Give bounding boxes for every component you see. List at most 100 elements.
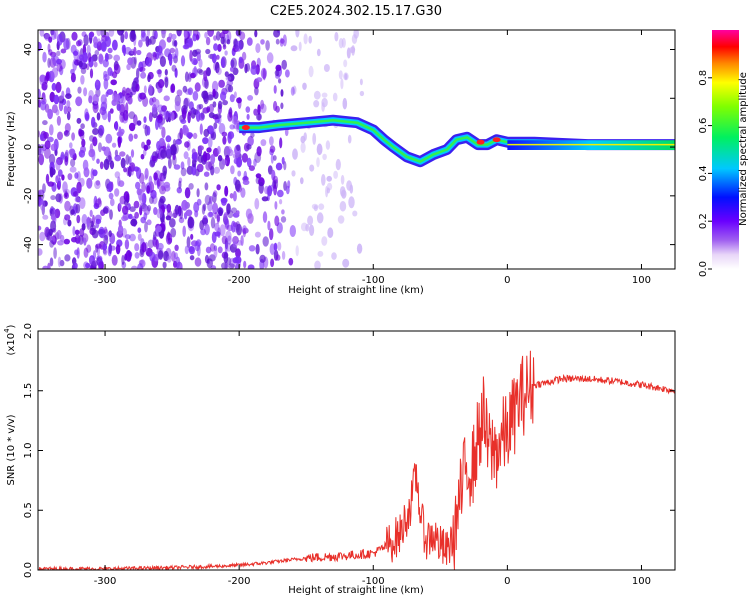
noise-blob	[91, 260, 97, 269]
noise-blob	[288, 257, 294, 266]
noise-blob	[156, 208, 163, 219]
noise-blob	[220, 91, 227, 101]
noise-blob	[95, 79, 100, 86]
noise-blob	[102, 207, 109, 214]
noise-blob	[49, 240, 54, 248]
noise-blob	[100, 94, 107, 105]
noise-blob	[39, 199, 46, 211]
noise-blob	[224, 185, 229, 197]
noise-blob	[147, 74, 151, 83]
noise-blob	[267, 165, 273, 175]
noise-blob	[186, 132, 194, 139]
noise-blob	[171, 64, 177, 72]
noise-blob	[103, 234, 109, 246]
noise-blob	[253, 158, 257, 167]
noise-blob	[241, 51, 247, 61]
noise-blob	[146, 125, 151, 136]
noise-blob	[166, 255, 172, 263]
noise-blob	[191, 152, 198, 159]
noise-blob	[80, 131, 85, 141]
noise-blob	[346, 180, 352, 191]
noise-blob	[83, 237, 87, 246]
noise-blob	[144, 221, 148, 233]
noise-blob	[274, 69, 280, 77]
noise-blob	[173, 164, 181, 170]
noise-blob	[269, 145, 276, 153]
noise-blob	[38, 153, 45, 166]
noise-blob	[242, 179, 250, 185]
noise-blob	[353, 30, 359, 39]
noise-blob	[157, 68, 162, 78]
noise-blob	[321, 174, 326, 186]
noise-blob	[275, 38, 280, 45]
noise-blob	[216, 214, 221, 222]
noise-blob	[275, 64, 282, 72]
snr-xlabel: Height of straight line (km)	[288, 585, 424, 596]
noise-blob	[87, 52, 92, 63]
spectrogram-xlabel: Height of straight line (km)	[288, 285, 424, 296]
noise-blob	[174, 244, 179, 251]
noise-blob	[166, 203, 172, 213]
noise-blob	[308, 35, 313, 44]
noise-blob	[245, 63, 251, 72]
noise-blob	[180, 119, 187, 124]
noise-blob	[237, 170, 242, 177]
noise-blob	[260, 99, 265, 110]
noise-blob	[267, 185, 273, 197]
noise-blob	[49, 153, 56, 166]
noise-blob	[51, 82, 57, 91]
noise-blob	[281, 156, 285, 165]
noise-blob	[138, 39, 143, 48]
noise-blob	[190, 107, 197, 119]
noise-blob	[162, 261, 167, 269]
noise-blob	[226, 203, 231, 215]
noise-blob	[217, 100, 223, 110]
colorbar-tick-label: 0.4	[698, 165, 709, 181]
noise-blob	[146, 30, 150, 37]
colorbar-tick-label: 0.0	[698, 261, 709, 277]
noise-blob	[114, 188, 120, 197]
noise-blob	[129, 233, 136, 242]
noise-blob	[153, 207, 158, 215]
colorbar-scale	[712, 30, 739, 269]
noise-blob	[290, 86, 295, 96]
noise-blob	[98, 124, 105, 136]
noise-blob	[216, 184, 221, 191]
noise-blob	[76, 214, 81, 224]
noise-blob	[338, 70, 343, 80]
noise-blob	[262, 68, 266, 81]
noise-blob	[90, 220, 94, 228]
noise-blob	[104, 52, 109, 62]
noise-blob	[48, 36, 53, 43]
noise-blob	[194, 48, 202, 55]
noise-blob	[124, 46, 132, 55]
noise-blob	[128, 213, 133, 220]
noise-blob	[71, 31, 78, 41]
noise-blob	[103, 226, 108, 234]
noise-blob	[130, 149, 135, 158]
noise-blob	[159, 185, 166, 195]
x-tick-label: -200	[228, 275, 251, 286]
noise-blob	[81, 138, 86, 148]
noise-blob	[187, 30, 192, 38]
noise-blob	[40, 100, 47, 111]
noise-blob	[213, 122, 218, 130]
noise-blob	[74, 172, 79, 179]
noise-blob	[123, 191, 130, 202]
noise-blob	[47, 181, 55, 187]
noise-blob	[182, 85, 188, 93]
noise-blob	[108, 230, 112, 238]
noise-blob	[44, 140, 51, 150]
noise-blob	[270, 258, 275, 268]
noise-blob	[205, 161, 213, 171]
noise-blob	[343, 59, 348, 68]
noise-blob	[226, 39, 231, 45]
noise-blob	[124, 234, 131, 240]
noise-blob	[125, 154, 130, 166]
noise-blob	[235, 30, 242, 37]
noise-blob	[121, 90, 126, 97]
noise-blob	[164, 69, 168, 76]
noise-blob	[284, 128, 289, 137]
noise-blob	[194, 240, 201, 252]
noise-blob	[163, 170, 167, 180]
